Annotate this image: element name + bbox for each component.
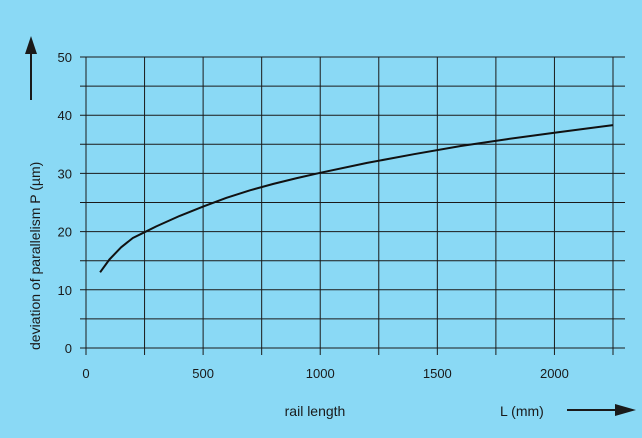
x-tick-label: 2000 [540, 366, 569, 381]
x-axis-unit: L (mm) [500, 403, 544, 419]
x-tick-label: 500 [192, 366, 214, 381]
tick-labels: 0 500 1000 1500 2000 0 10 20 30 40 50 [58, 50, 569, 381]
y-axis-arrow [25, 36, 37, 100]
y-axis-label: deviation of parallelism P (µm) [27, 162, 43, 350]
y-tick-label: 10 [58, 283, 72, 298]
y-tick-label: 20 [58, 225, 72, 240]
y-tick-label: 50 [58, 50, 72, 65]
x-tick-label: 1000 [306, 366, 335, 381]
plot-area [99, 124, 614, 273]
x-tick-label: 0 [82, 366, 89, 381]
y-tick-label: 40 [58, 108, 72, 123]
x-axis-arrow [567, 404, 636, 416]
series-line [99, 124, 614, 273]
y-tick-label: 0 [65, 341, 72, 356]
y-tick-label: 30 [58, 166, 72, 181]
x-axis-label: rail length [285, 403, 346, 419]
x-tick-label: 1500 [423, 366, 452, 381]
grid-lines [80, 56, 625, 355]
